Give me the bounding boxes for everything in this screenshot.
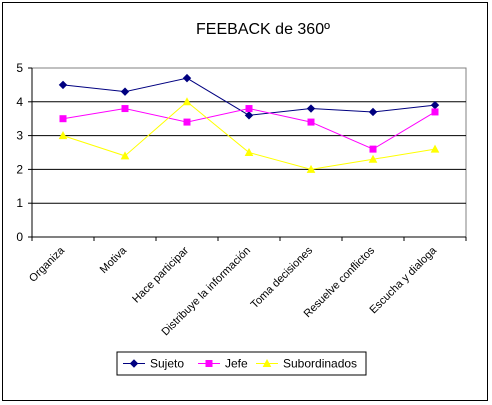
y-tick-label: 2	[16, 162, 23, 176]
data-point	[368, 107, 378, 117]
data-point	[431, 108, 439, 116]
x-tick-label: Organiza	[27, 244, 68, 285]
legend-marker-sujeto	[129, 359, 139, 368]
data-point	[120, 87, 130, 96]
y-tick-label: 1	[16, 196, 23, 210]
gridlines	[32, 101, 466, 204]
data-point	[430, 144, 440, 153]
y-tick-label: 0	[16, 230, 23, 244]
data-point	[183, 118, 191, 126]
x-axis: Organiza Motiva Hace participarDistribuye …	[27, 237, 467, 338]
y-tick-label: 4	[16, 95, 23, 109]
legend-label-subordinados: Subordinados	[283, 357, 357, 371]
legend	[116, 351, 367, 376]
legend-label-jefe: Jefe	[225, 357, 248, 371]
data-point	[307, 118, 315, 126]
x-tick-label: Motiva	[98, 244, 130, 276]
legend-marker-jefe	[205, 360, 213, 367]
data-point	[245, 105, 253, 113]
data-point	[306, 104, 316, 113]
legend-marker-subordinados	[262, 358, 272, 367]
data-point	[244, 147, 254, 156]
data-point	[244, 111, 254, 120]
data-point	[59, 115, 67, 123]
data-point	[120, 151, 130, 160]
legend-items: Sujeto Jefe Subordinados	[123, 357, 357, 371]
legend-label-sujeto: Sujeto	[150, 357, 184, 371]
data-point	[121, 105, 129, 113]
data-point	[58, 80, 68, 90]
data-point	[368, 154, 378, 163]
data-point	[182, 97, 192, 106]
x-tick-label: Hace participar	[130, 244, 191, 305]
y-axis: 0 1 2 3 4 5	[16, 61, 466, 244]
y-tick-label: 3	[16, 129, 23, 143]
chart-title: FEEBACK de 360º	[196, 21, 330, 38]
data-point	[58, 131, 68, 140]
y-tick-label: 5	[16, 61, 23, 75]
data-point	[306, 164, 316, 173]
x-tick-label: Resuelve conflictos	[302, 244, 378, 320]
data-point	[182, 73, 192, 83]
x-tick-label: Toma decisiones	[249, 244, 316, 311]
data-point	[369, 145, 377, 153]
series-group	[58, 73, 440, 173]
x-tick-label: Escucha y dialoga	[368, 244, 440, 316]
